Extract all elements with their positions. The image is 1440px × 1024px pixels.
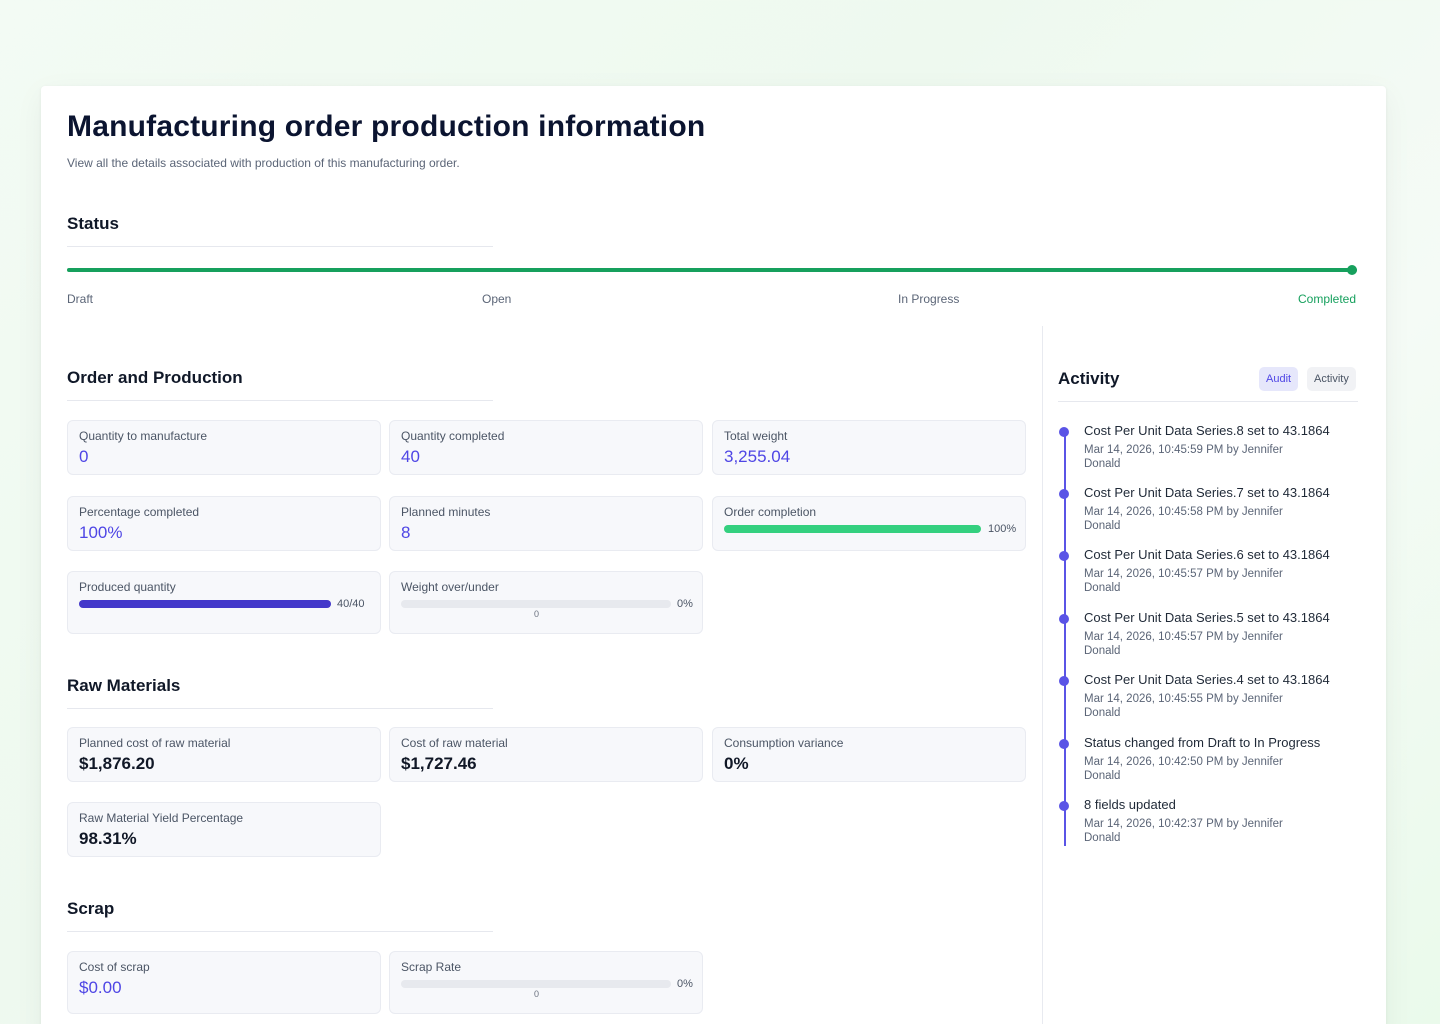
activity-item-meta: Mar 14, 2026, 10:42:37 PM by Jennifer Do… [1084,818,1283,844]
activity-item-meta: Mar 14, 2026, 10:45:58 PM by Jennifer Do… [1084,506,1283,532]
tab-activity[interactable]: Activity [1307,367,1356,391]
tile-value: $1,876.20 [79,754,155,773]
tile-label: Consumption variance [724,736,844,750]
activity-divider [1058,401,1358,402]
weight-over-under-value: 0% [677,598,693,610]
status-step-in-progress: In Progress [898,292,960,306]
tile-label: Planned cost of raw material [79,736,231,750]
scrap-rate-bar [401,980,671,988]
timeline-dot-icon [1059,489,1069,499]
tile-value: 3,255.04 [724,447,791,466]
timeline-dot-icon [1059,551,1069,561]
status-current-dot [1347,265,1357,275]
weight-over-under-bar [401,600,671,608]
order-completion-bar-fill [724,525,981,533]
production-info-card: Manufacturing order production informati… [41,86,1386,1024]
tile-label: Cost of raw material [401,736,508,750]
activity-item-meta: Mar 14, 2026, 10:45:59 PM by Jennifer Do… [1084,444,1283,470]
page-title: Manufacturing order production informati… [67,110,706,143]
tile-label: Quantity to manufacture [79,429,208,443]
activity-item-title: 8 fields updated [1084,797,1176,812]
activity-item-meta: Mar 14, 2026, 10:45:57 PM by Jennifer Do… [1084,631,1283,657]
timeline-dot-icon [1059,614,1069,624]
scrap-heading: Scrap [67,899,493,932]
planned-minutes-tile: Planned minutes 8 [389,496,703,551]
raw-material-yield-tile: Raw Material Yield Percentage 98.31% [67,802,381,857]
timeline-dot-icon [1059,739,1069,749]
produced-quantity-tile: Produced quantity 40/40 [67,571,381,634]
order-completion-bar [724,525,981,533]
activity-item-title: Cost Per Unit Data Series.7 set to 43.18… [1084,485,1330,500]
tile-label: Scrap Rate [401,960,462,974]
tile-value: 100% [79,523,123,542]
page-subtitle: View all the details associated with pro… [67,156,460,170]
status-step-completed: Completed [1298,292,1357,306]
timeline-dot-icon [1059,427,1069,437]
tile-label: Produced quantity [79,580,176,594]
cost-raw-material-tile: Cost of raw material $1,727.46 [389,727,703,782]
quantity-completed-tile: Quantity completed 40 [389,420,703,475]
activity-heading: Activity [1058,369,1120,388]
status-heading: Status [67,214,493,247]
tile-label: Raw Material Yield Percentage [79,811,244,825]
status-step-open: Open [482,292,512,306]
quantity-to-manufacture-tile: Quantity to manufacture 0 [67,420,381,475]
column-divider [1042,326,1043,1024]
percentage-completed-tile: Percentage completed 100% [67,496,381,551]
produced-quantity-bar [79,600,331,608]
tile-value: 0% [724,754,749,773]
activity-item-title: Status changed from Draft to In Progress [1084,735,1321,750]
tab-audit[interactable]: Audit [1259,367,1299,391]
scrap-rate-zero-mark: 0 [534,989,540,999]
activity-item-meta: Mar 14, 2026, 10:45:55 PM by Jennifer Do… [1084,693,1283,719]
scrap-rate-value: 0% [677,978,693,990]
weight-over-under-tile: Weight over/under 0% 0 [389,571,703,634]
total-weight-tile: Total weight 3,255.04 [712,420,1026,475]
tile-label: Quantity completed [401,429,505,443]
tile-value: $1,727.46 [401,754,477,773]
tile-label: Percentage completed [79,505,200,519]
tile-value: 0 [79,447,89,466]
tile-label: Planned minutes [401,505,491,519]
timeline-line [1064,430,1066,846]
activity-item-title: Cost Per Unit Data Series.8 set to 43.18… [1084,423,1330,438]
produced-quantity-value: 40/40 [337,598,365,610]
order-completion-value: 100% [988,523,1017,535]
tile-label: Total weight [724,429,788,443]
tile-value: 8 [401,523,411,542]
order-completion-tile: Order completion 100% [712,496,1026,551]
scrap-rate-tile: Scrap Rate 0% 0 [389,951,703,1014]
activity-item-meta: Mar 14, 2026, 10:42:50 PM by Jennifer Do… [1084,756,1283,782]
activity-item-title: Cost Per Unit Data Series.6 set to 43.18… [1084,547,1330,562]
activity-item-meta: Mar 14, 2026, 10:45:57 PM by Jennifer Do… [1084,568,1283,594]
consumption-variance-tile: Consumption variance 0% [712,727,1026,782]
tile-label: Weight over/under [401,580,499,594]
status-step-draft: Draft [67,292,94,306]
order-production-heading: Order and Production [67,368,493,401]
timeline-dot-icon [1059,801,1069,811]
activity-item-title: Cost Per Unit Data Series.5 set to 43.18… [1084,610,1330,625]
weight-over-under-zero-mark: 0 [534,609,540,619]
tile-value: $0.00 [79,978,122,997]
timeline-dot-icon [1059,676,1069,686]
cost-of-scrap-tile: Cost of scrap $0.00 [67,951,381,1014]
tile-label: Order completion [724,505,817,519]
planned-cost-raw-material-tile: Planned cost of raw material $1,876.20 [67,727,381,782]
raw-materials-heading: Raw Materials [67,676,493,709]
tile-value: 40 [401,447,420,466]
tile-value: 98.31% [79,829,137,848]
produced-quantity-bar-fill [79,600,331,608]
tile-label: Cost of scrap [79,960,150,974]
activity-item-title: Cost Per Unit Data Series.4 set to 43.18… [1084,672,1330,687]
status-progress-track [67,268,1357,272]
